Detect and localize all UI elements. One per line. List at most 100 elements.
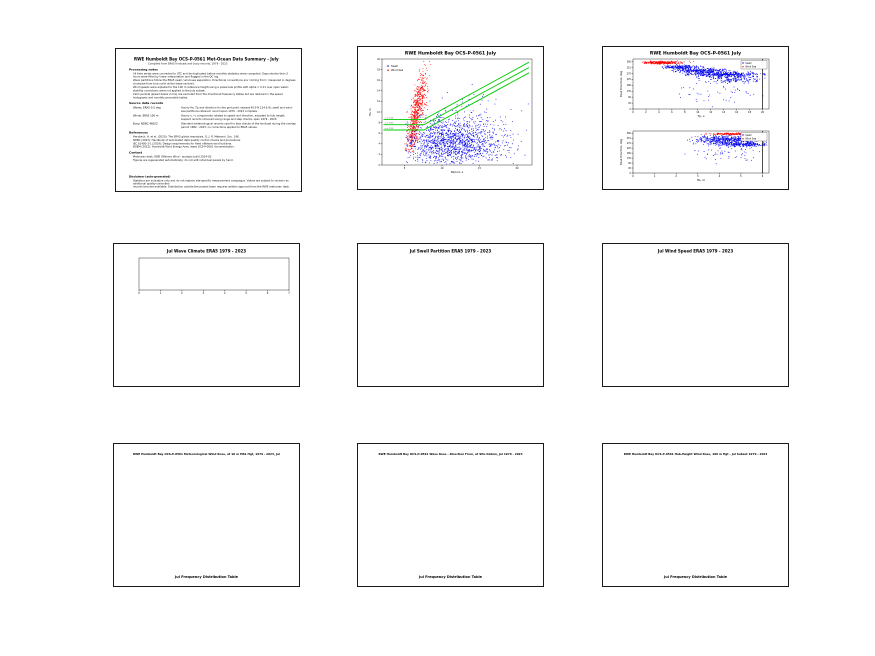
document-entry: Buoy: NDBC 46022 Standard meteorological …	[133, 122, 296, 129]
document-entry: Waves: ERA5 0.5 deg Hourly Hs, Tp and dir…	[133, 106, 293, 113]
direction-scatter-points-0	[642, 60, 766, 108]
svg-text:Peak Direction, deg: Peak Direction, deg	[619, 71, 623, 97]
svg-text:Swell: Swell	[745, 62, 751, 65]
svg-text:s = 1/15: s = 1/15	[385, 117, 394, 119]
svg-text:2: 2	[645, 111, 647, 114]
wind-speed-histogram-svg	[603, 244, 788, 386]
svg-text:2: 2	[378, 153, 380, 156]
svg-text:6: 6	[378, 132, 380, 135]
svg-text:Hs, m: Hs, m	[368, 108, 372, 116]
document-d-head: Processing notes	[129, 68, 158, 72]
svg-text:s = 1/25: s = 1/25	[385, 128, 394, 130]
svg-text:12: 12	[709, 111, 713, 114]
svg-text:14: 14	[722, 111, 726, 114]
svg-text:0: 0	[378, 164, 380, 167]
panel-wind-speed-histogram: Jul Wind Speed ERA5 1979 - 2023	[602, 243, 789, 387]
document-d-line: Calm periods (speed below 2 m/s) are exc…	[133, 92, 283, 100]
document-body: RWE Humboldt Bay OCS-P-0561 Met-Ocean Da…	[128, 57, 296, 188]
panel-wind-rose-10m: RWE Humboldt Bay OCS-P-0561 Meteorologic…	[113, 443, 300, 587]
svg-text:360: 360	[627, 60, 632, 63]
svg-text:Swell: Swell	[391, 64, 398, 68]
svg-text:Hs, m: Hs, m	[697, 178, 706, 182]
svg-text:5: 5	[404, 167, 406, 170]
svg-text:Tp, s: Tp, s	[697, 114, 705, 118]
period-histograms-svg	[358, 244, 543, 386]
document-d-foot-head: Disclaimer (auto-generated)	[129, 175, 171, 179]
svg-text:3: 3	[697, 175, 699, 178]
svg-text:7: 7	[288, 292, 290, 295]
svg-text:135: 135	[627, 157, 632, 160]
document-d-foot: records become available. Distribution o…	[133, 185, 290, 189]
svg-text:6: 6	[671, 111, 673, 114]
document-d-head: References	[129, 131, 148, 135]
svg-text:360: 360	[627, 132, 632, 135]
panel-period-histograms: Jul Swell Partition ERA5 1979 - 2023	[357, 243, 544, 387]
svg-text:18: 18	[377, 68, 380, 71]
svg-text:180: 180	[627, 84, 632, 87]
svg-text:8: 8	[684, 111, 686, 114]
document-d-line: Wind speeds were adjusted to the 100 m r…	[133, 85, 289, 93]
svg-text:135: 135	[627, 90, 632, 93]
svg-text:90: 90	[628, 162, 631, 165]
document-title: RWE Humboldt Bay OCS-P-0561 Met-Ocean Da…	[134, 57, 279, 62]
svg-text:45: 45	[628, 167, 631, 170]
svg-text:s = 1/20: s = 1/20	[385, 123, 394, 125]
svg-text:1: 1	[654, 175, 656, 178]
wind-rose-10m-svg	[114, 444, 299, 586]
svg-text:0: 0	[629, 108, 631, 111]
svg-text:0: 0	[632, 111, 634, 114]
svg-text:270: 270	[627, 72, 632, 75]
svg-text:15: 15	[478, 167, 482, 170]
wave-rose-svg	[358, 444, 543, 586]
document-d-line: Figures are regenerated automatically; d…	[133, 158, 234, 162]
svg-text:315: 315	[627, 137, 632, 140]
panel-hs-period-scatter: 5 10 15 20 0 2 4 6 8 10 12 14 16 18 20 Period, s Hs, m s …	[357, 46, 544, 190]
svg-text:Period, s: Period, s	[451, 170, 464, 174]
svg-text:Wind Sea: Wind Sea	[745, 66, 756, 69]
svg-text:4: 4	[224, 292, 226, 295]
svg-text:180: 180	[627, 152, 632, 155]
document-d-line: NDBC (2023): Handbook of automated data …	[133, 138, 241, 142]
svg-text:4: 4	[658, 111, 660, 114]
svg-text:4: 4	[378, 143, 380, 146]
scatter-points	[404, 60, 529, 165]
svg-text:16: 16	[377, 79, 380, 82]
svg-text:0: 0	[138, 292, 140, 295]
svg-text:8: 8	[378, 121, 380, 124]
svg-text:20: 20	[761, 111, 765, 114]
panel-wave-rose: RWE Humboldt Bay OCS-P-0561 Wave Rose - …	[357, 443, 544, 587]
svg-text:90: 90	[628, 96, 631, 99]
svg-text:2: 2	[675, 175, 677, 178]
svg-text:Wind Sea: Wind Sea	[391, 68, 404, 72]
document-d-line: Metocean desk, RWE Offshore Wind - analy…	[133, 155, 213, 159]
svg-text:10: 10	[377, 111, 380, 114]
document-entry: Winds: ERA5 100 m Hourly u / v components…	[133, 114, 286, 121]
document-d-line: IEC 61400-3-1 (2019): Design requirement…	[133, 142, 232, 146]
svg-text:1: 1	[160, 292, 162, 295]
wind-rose-hub-svg	[603, 444, 788, 586]
svg-text:20: 20	[377, 58, 380, 61]
svg-text:0: 0	[632, 175, 634, 178]
svg-text:Peak Direction, deg: Peak Direction, deg	[619, 139, 623, 165]
document-d-line: All time series were converted to UTC an…	[133, 72, 288, 79]
svg-text:4: 4	[719, 175, 721, 178]
svg-text:5: 5	[245, 292, 247, 295]
svg-text:Wind Sea: Wind Sea	[745, 138, 756, 141]
svg-text:10: 10	[696, 111, 700, 114]
svg-text:0: 0	[629, 172, 631, 175]
peak-direction-scatter-svg: 0 2 4 6 8 10 12 14 16 18 2004590135180225270315360…	[619, 58, 770, 182]
svg-text:270: 270	[627, 142, 632, 145]
document-d-line: Wave partitions follow the ERA5 swell / …	[133, 79, 296, 86]
document-d-sub: Compiled from ERA5 hindcast and buoy rec…	[148, 62, 228, 66]
document-d-line: Hersbach, H. et al. (2020): The ERA5 glo…	[133, 135, 240, 139]
svg-text:315: 315	[627, 66, 632, 69]
svg-text:45: 45	[628, 102, 631, 105]
svg-text:16: 16	[735, 111, 739, 114]
document-d-head: Source data records	[129, 101, 164, 106]
svg-text:20: 20	[515, 167, 519, 170]
svg-text:12: 12	[377, 100, 380, 103]
document-d-line: BOEM (2022): Humboldt Wind Energy Area, …	[133, 145, 235, 149]
